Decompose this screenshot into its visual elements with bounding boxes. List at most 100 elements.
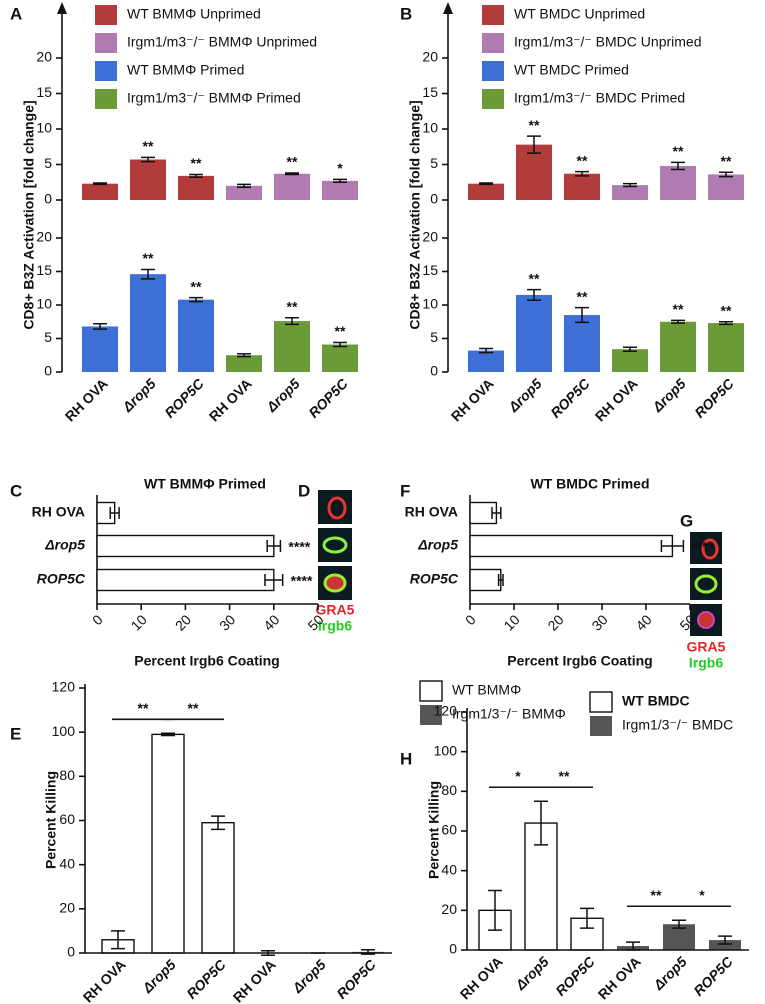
error-bar	[671, 161, 685, 171]
stain-label: GRA5	[316, 602, 355, 618]
significance: *	[337, 160, 343, 176]
y-tick-label: 10	[36, 120, 52, 136]
significance: *	[515, 768, 521, 784]
vacuole	[322, 536, 348, 554]
legend-swatch	[95, 89, 117, 109]
significance: **	[577, 288, 588, 304]
significance: **	[673, 301, 684, 317]
error-bar	[672, 919, 686, 929]
panel-letter: D	[298, 481, 310, 500]
bar	[708, 323, 744, 372]
y-tick-label: 80	[441, 782, 457, 798]
x-tick-label: ROP5C	[183, 956, 229, 1002]
bar	[274, 173, 310, 200]
y-tick-label: 15	[36, 262, 52, 278]
y-tick-label: ROP5C	[410, 571, 459, 587]
y-tick-label: 120	[434, 703, 458, 719]
x-tick-label: Δrop5	[505, 375, 545, 415]
legend-label: Irgm1/m3⁻/⁻ BMDC Unprimed	[514, 34, 701, 50]
bar	[274, 321, 310, 372]
y-tick-label: 80	[59, 767, 75, 783]
x-tick-label: 30	[588, 611, 610, 633]
significance: **	[559, 768, 570, 784]
bar	[226, 185, 262, 200]
x-tick-label: Δrop5	[289, 956, 329, 996]
x-tick-label: Δrop5	[650, 953, 690, 993]
legend-label: Irgm1/m3⁻/⁻ BMMΦ Unprimed	[127, 34, 317, 50]
legend-swatch	[95, 5, 117, 25]
error-bar	[264, 574, 284, 586]
legend-swatch	[420, 705, 442, 725]
legend-label: WT BMMΦ Primed	[127, 62, 244, 78]
legend-swatch	[590, 716, 612, 736]
legend-label: WT BMDC Primed	[514, 62, 629, 78]
y-tick-label: 100	[434, 742, 458, 758]
y-tick-label: 20	[36, 229, 52, 245]
legend-label: Irgm1/3⁻/⁻ BMMΦ	[452, 706, 566, 722]
bar	[322, 344, 358, 372]
x-tick-label: ROP5C	[691, 375, 737, 421]
error-bar	[333, 178, 347, 183]
legend-swatch	[482, 89, 504, 109]
x-tick-label: 20	[172, 611, 194, 633]
bar	[660, 321, 696, 372]
error-bar	[580, 907, 594, 929]
y-tick-label: 60	[59, 811, 75, 827]
y-tick-label: 0	[449, 941, 457, 957]
y-tick-label: 40	[59, 855, 75, 871]
legend-swatch	[95, 33, 117, 53]
x-tick-label: ROP5C	[547, 375, 593, 421]
error-bar	[93, 182, 107, 186]
y-tick-label: 0	[430, 191, 438, 207]
legend-label: WT BMMΦ Unprimed	[127, 6, 261, 22]
bar	[178, 299, 214, 372]
y-tick-label: 15	[422, 262, 438, 278]
bar	[96, 534, 275, 558]
axis-arrow	[443, 2, 453, 14]
x-tick-label: 10	[500, 611, 522, 633]
x-tick-label: ROP5C	[161, 375, 207, 421]
bar	[82, 183, 118, 200]
y-tick-label: 0	[44, 363, 52, 379]
error-bar	[575, 306, 589, 324]
panel-letter: F	[400, 481, 410, 500]
significance: **	[191, 278, 202, 294]
error-bar	[237, 353, 251, 358]
panel-letter: A	[10, 4, 22, 23]
error-bar	[141, 268, 155, 280]
bar	[322, 180, 358, 200]
x-tick-label: Δrop5	[649, 375, 689, 415]
error-bar	[333, 341, 347, 348]
significance: **	[143, 250, 154, 266]
axis-arrow	[57, 2, 67, 14]
x-tick-label: RH OVA	[230, 956, 279, 1004]
y-tick-label: RH OVA	[32, 504, 85, 520]
vacuole	[697, 611, 715, 629]
x-tick-label: RH OVA	[206, 375, 255, 424]
y-tick-label: RH OVA	[405, 504, 458, 520]
error-bar	[266, 540, 282, 552]
error-bar	[534, 800, 548, 846]
panel-letter: G	[680, 511, 693, 530]
x-tick-label: ROP5C	[305, 375, 351, 421]
x-tick-label: Δrop5	[263, 375, 303, 415]
significance: **	[143, 138, 154, 154]
significance: ****	[291, 573, 313, 589]
bar	[82, 326, 118, 372]
y-tick-label: 10	[36, 296, 52, 312]
legend-label: WT BMMΦ	[452, 682, 521, 698]
stain-label: Irgb6	[318, 618, 352, 634]
significance: **	[651, 887, 662, 903]
x-tick-label: Δrop5	[119, 375, 159, 415]
x-tick-label: RH OVA	[62, 375, 111, 424]
error-bar	[285, 316, 299, 326]
y-tick-label: 5	[430, 329, 438, 345]
y-tick-label: 15	[36, 84, 52, 100]
bar	[660, 165, 696, 200]
vacuole	[694, 574, 718, 594]
x-tick-label: 0	[462, 611, 479, 628]
bar	[564, 173, 600, 200]
legend-label: Irgm1/m3⁻/⁻ BMDC Primed	[514, 90, 685, 106]
bar	[201, 822, 235, 954]
significance: **	[287, 154, 298, 170]
